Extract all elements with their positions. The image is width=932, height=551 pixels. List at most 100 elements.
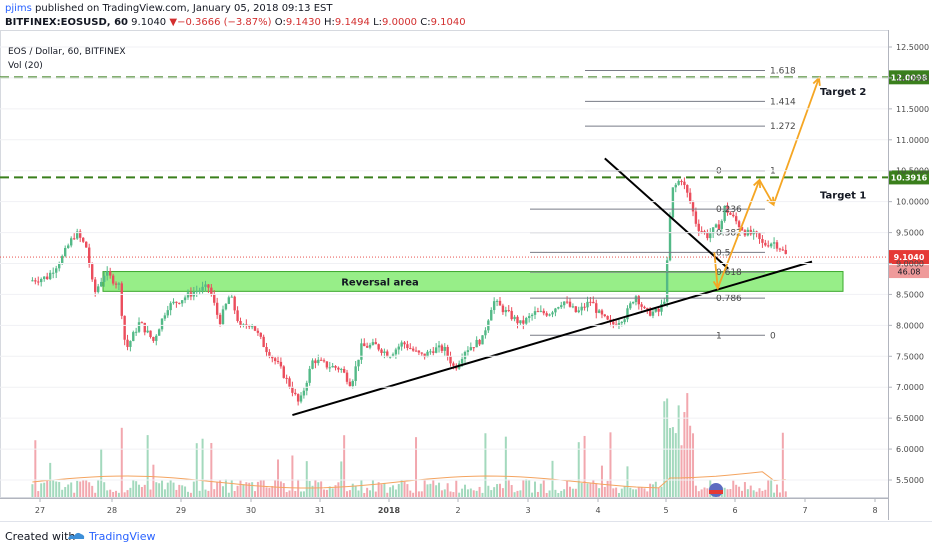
candle-body <box>242 324 245 326</box>
volume-bar <box>230 480 233 497</box>
candle-body <box>256 330 260 333</box>
price-chart[interactable]: 10.3916 12.0098 Target 1 Target 2 Reversal a… <box>0 30 932 520</box>
volume-bar <box>592 479 595 497</box>
volume-bar <box>70 482 73 497</box>
volume-bar <box>184 486 187 497</box>
candle-body <box>218 314 222 325</box>
candle-body <box>64 247 67 257</box>
fib-extension-label: 1.618 <box>770 67 796 77</box>
volume-bar <box>493 487 496 497</box>
y-tick-label: 6.5000 <box>896 414 924 423</box>
candle-body <box>665 260 669 302</box>
current-price-label: 9.1040 <box>894 253 925 262</box>
y-tick-label: 12.0000 <box>896 74 929 83</box>
fib-extension-label: 1 <box>770 167 776 177</box>
candle-body <box>680 181 683 183</box>
volume-bar <box>302 491 305 497</box>
volume-bar <box>536 491 539 497</box>
volume-bar <box>586 483 589 497</box>
candle-body <box>519 320 522 324</box>
volume-bar <box>55 481 58 497</box>
candle-body <box>691 201 695 212</box>
candle-body <box>342 369 346 373</box>
volume-bar <box>46 479 49 497</box>
volume-bar <box>657 488 660 497</box>
volume-bar <box>256 481 259 497</box>
volume-bar <box>239 480 242 497</box>
volume-bar <box>752 490 755 497</box>
x-tick-label: 4 <box>595 506 600 515</box>
volume-bar <box>683 412 686 497</box>
candle-body <box>183 297 187 301</box>
candle-body <box>674 184 677 188</box>
candle-body <box>224 303 228 310</box>
volume-bar <box>195 443 198 497</box>
chart-area[interactable]: 10.3916 12.0098 Target 1 Target 2 Reversal a… <box>0 30 932 520</box>
candle-body <box>325 361 329 368</box>
volume-bar <box>308 481 311 497</box>
volume-bar <box>143 484 146 497</box>
volume-bar <box>472 490 475 497</box>
volume-bar <box>360 479 363 497</box>
fib-extension-label: 1.272 <box>770 122 796 132</box>
candle-body <box>91 264 94 280</box>
volume-bar <box>574 488 577 497</box>
tradingview-logo-icon[interactable] <box>66 529 86 548</box>
volume-bar <box>595 483 598 497</box>
candle-body <box>273 358 277 361</box>
candle-body <box>111 275 115 284</box>
volume-bar <box>534 481 536 497</box>
candle-body <box>157 329 161 336</box>
tradingview-link[interactable]: TradingView <box>89 530 156 543</box>
volume-bar <box>589 483 592 497</box>
candle-body <box>634 296 638 303</box>
candle-body <box>365 346 369 348</box>
candle-body <box>617 323 621 326</box>
volume-bar <box>126 490 129 497</box>
volume-bar <box>507 479 510 497</box>
volume-bar <box>626 466 629 497</box>
candle-body <box>600 310 604 315</box>
candle-body <box>377 344 380 350</box>
candle-body <box>660 304 663 312</box>
candle-body <box>259 332 262 337</box>
volume-bar <box>172 482 175 497</box>
volume-bar <box>741 490 743 497</box>
volume-bar <box>603 486 606 497</box>
volume-bar <box>761 490 764 497</box>
volume-bar <box>357 490 360 497</box>
candle-body <box>248 325 251 327</box>
projection-segment <box>713 252 719 289</box>
candle-body <box>648 309 652 316</box>
volume-bar <box>735 484 738 497</box>
volume-bar <box>403 481 406 497</box>
volume-bar <box>251 482 254 497</box>
candle-body <box>265 346 268 353</box>
volume-bar <box>106 490 109 497</box>
fib-zero-right-label: 0 <box>770 331 776 341</box>
candle-body <box>580 306 583 311</box>
candle-body <box>406 344 409 348</box>
candle-body <box>49 272 52 280</box>
volume-bar <box>723 487 726 497</box>
volume-bar <box>132 480 135 497</box>
volume-bar <box>651 484 654 497</box>
volume-bar <box>328 486 331 497</box>
volume-bar <box>100 448 103 497</box>
price-change: −0.3666 (−3.87%) <box>177 17 272 28</box>
candle-body <box>507 310 510 312</box>
candle-body <box>711 227 715 234</box>
author-link[interactable]: pjims <box>5 3 32 14</box>
close-value: 9.1040 <box>430 17 466 28</box>
candle-body <box>749 229 752 235</box>
volume-bar <box>129 487 132 497</box>
volume-bar <box>181 485 184 497</box>
candle-body <box>775 242 779 249</box>
volume-bar <box>449 491 452 497</box>
candle-body <box>651 311 655 316</box>
volume-bar <box>516 490 519 497</box>
candle-body <box>175 301 178 303</box>
volume-bar <box>222 486 224 497</box>
candle-body <box>565 301 569 303</box>
candle-body <box>417 350 421 353</box>
